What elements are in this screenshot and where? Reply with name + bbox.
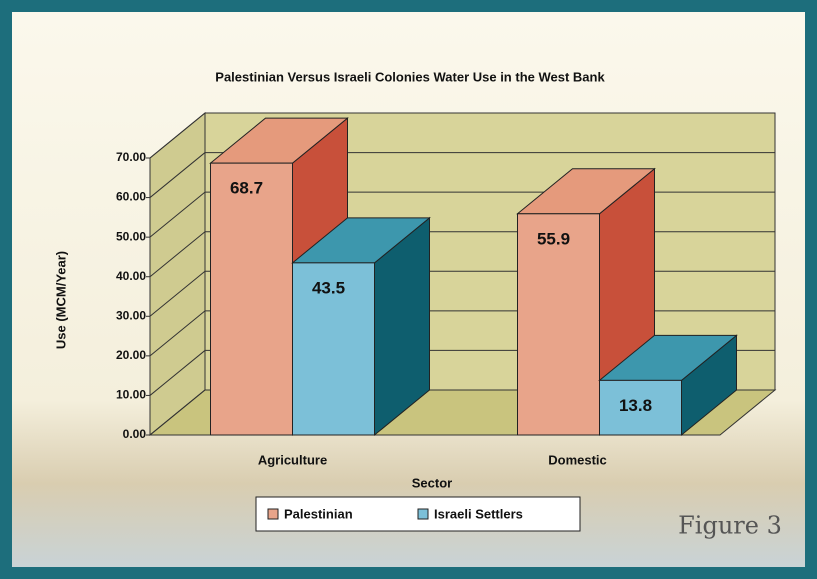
x-tick-label: Agriculture: [258, 452, 327, 467]
y-tick-label: 10.00: [116, 388, 146, 402]
chart-title: Palestinian Versus Israeli Colonies Wate…: [215, 69, 605, 84]
data-label: 55.9: [537, 229, 570, 248]
page: {"chart_data":{"type":"bar3d","title":"P…: [0, 0, 817, 579]
data-label: 68.7: [230, 179, 263, 198]
legend-label: Palestinian: [284, 506, 353, 521]
side-wall: [150, 113, 205, 435]
legend-swatch: [268, 509, 278, 519]
x-axis-label: Sector: [412, 475, 452, 490]
data-label: 13.8: [619, 396, 652, 415]
y-axis-label: Use (MCM/Year): [53, 251, 68, 349]
y-tick-label: 50.00: [116, 229, 146, 243]
y-tick-label: 20.00: [116, 348, 146, 362]
figure-label: Figure 3: [678, 512, 782, 540]
y-tick-label: 70.00: [116, 150, 146, 164]
legend-swatch: [418, 509, 428, 519]
bar: [211, 163, 293, 435]
y-tick-label: 30.00: [116, 308, 146, 322]
y-tick-label: 40.00: [116, 269, 146, 283]
legend-label: Israeli Settlers: [434, 506, 523, 521]
x-tick-label: Domestic: [548, 452, 607, 467]
chart: Palestinian Versus Israeli Colonies Wate…: [0, 0, 817, 579]
y-tick-label: 0.00: [123, 427, 147, 441]
data-label: 43.5: [312, 278, 345, 297]
y-tick-label: 60.00: [116, 190, 146, 204]
